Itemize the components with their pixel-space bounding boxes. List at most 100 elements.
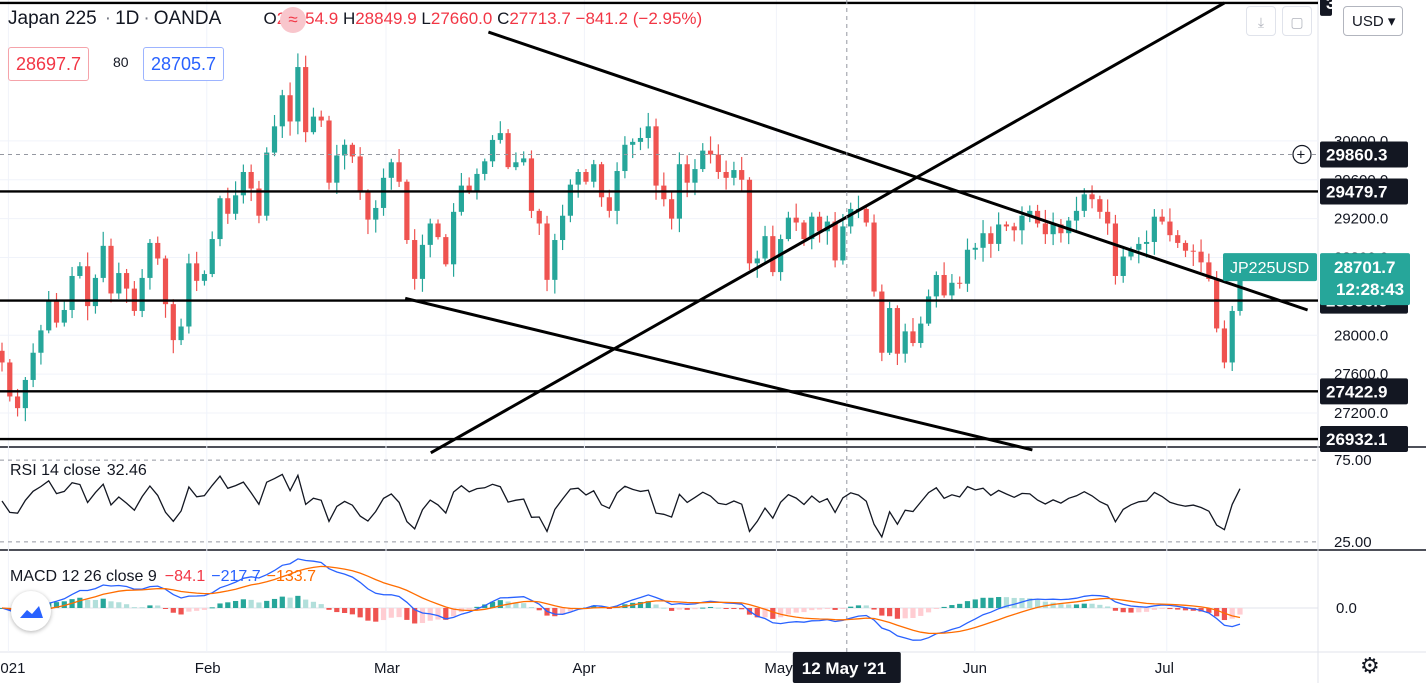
candle-body [746,179,753,264]
candle-body [988,233,994,244]
candle-body [396,162,402,182]
candle-body [536,210,542,224]
macd-histogram-bar [1206,608,1212,613]
candle-body [14,396,21,409]
candle-body [723,171,729,178]
candle-body [754,258,760,264]
symbol-name[interactable]: Japan 225 [8,8,97,29]
gear-icon[interactable]: ⚙ [1360,653,1380,678]
candle-body [622,144,628,172]
x-tick-label: Jun [963,660,987,677]
macd-histogram-bar [450,608,457,617]
candle-body [341,144,348,156]
macd-histogram-bar [918,608,924,616]
candle-body [598,164,605,198]
chevron-down-icon: ▾ [1387,13,1396,30]
macd-histogram-bar [1081,603,1087,608]
candle-body [1019,215,1025,231]
macd-histogram-bar [373,608,379,622]
candle-body [450,211,457,265]
macd-histogram-bar [85,599,91,608]
candle-body [925,296,932,324]
macd-histogram-bar [116,602,122,608]
macd-value: −84.1 [164,568,206,585]
signal-line [1,565,1241,635]
currency-select[interactable]: USD ▾ [1343,6,1403,36]
macd-histogram-bar [1073,604,1080,608]
candle-body [85,266,91,307]
macd-histogram-bar [653,604,659,608]
separator: · [143,8,150,29]
macd-histogram-bar [910,608,916,618]
candle-body [1221,328,1228,363]
candle-body [513,162,519,168]
candle-body [949,282,955,296]
candle-body [832,221,838,261]
macd-histogram-bar [762,608,768,618]
macd-histogram-bar [848,606,854,608]
candle-body [684,164,690,183]
trendline [487,30,1309,312]
candle-body [1011,226,1017,231]
macd-histogram-bar [248,599,254,608]
macd-histogram-bar [53,602,60,608]
y-tick-label: 28000.0 [1334,327,1388,344]
candle-body [248,171,254,189]
candle-body [606,197,612,211]
candle-body [1237,267,1243,311]
candle-body [489,139,496,162]
candle-body [201,274,208,281]
macd-histogram-bar [341,608,348,614]
macd-histogram-bar [645,601,651,608]
candle-body [762,236,768,259]
candle-body [1159,216,1165,222]
macd-histogram-bar [155,605,161,608]
macd-histogram-bar [887,608,893,617]
maximize-icon[interactable]: ▢ [1282,6,1312,36]
candle-body [209,239,215,275]
macd-histogram-bar [933,608,939,609]
macd-histogram-bar [739,608,745,610]
buy-price-button[interactable]: 28705.7 [143,47,225,81]
macd-histogram-bar [287,597,293,608]
candle-body [147,242,153,278]
x-tick-label: May [764,660,793,677]
candle-body [1097,199,1103,212]
macd-histogram-bar [754,608,760,618]
candle-body [894,308,901,354]
interval[interactable]: 1D [115,8,140,29]
macd-histogram-bar [684,608,690,610]
candle-body [287,95,293,122]
candle-body [910,331,916,344]
tradingview-logo[interactable] [11,591,51,631]
trendline [404,296,1033,452]
download-icon[interactable]: ⤓ [1246,6,1276,36]
macd-histogram-bar [92,599,99,608]
rsi-line [1,473,1241,539]
add-alert-icon[interactable] [1292,144,1312,165]
waves-icon[interactable]: ≈ [280,7,306,33]
spread-value: 80 [113,54,129,70]
x-tick-label: Apr [572,660,595,677]
candle-body [785,217,792,240]
last-price-label: 28701.7 [1334,258,1395,277]
macd-histogram-bar [1112,608,1119,611]
macd-histogram-bar [879,608,885,616]
candle-body [116,273,122,294]
crosshair-date-label: 12 May '21 [802,659,886,678]
macd-histogram-bar [1167,608,1173,610]
candle-body [123,273,130,289]
candle-body [933,275,939,297]
macd-histogram-bar [809,608,815,611]
candle-body [700,150,706,170]
macd-histogram-bar [1050,602,1056,608]
candle-body [1058,224,1064,234]
macd-histogram-bar [513,602,519,608]
sell-price-button[interactable]: 28697.7 [8,47,90,81]
macd-histogram-bar [1058,604,1064,608]
macd-histogram-bar [840,608,846,609]
candle-body [186,263,192,327]
macd-histogram-bar [1097,604,1103,608]
macd-histogram-bar [1128,608,1134,613]
